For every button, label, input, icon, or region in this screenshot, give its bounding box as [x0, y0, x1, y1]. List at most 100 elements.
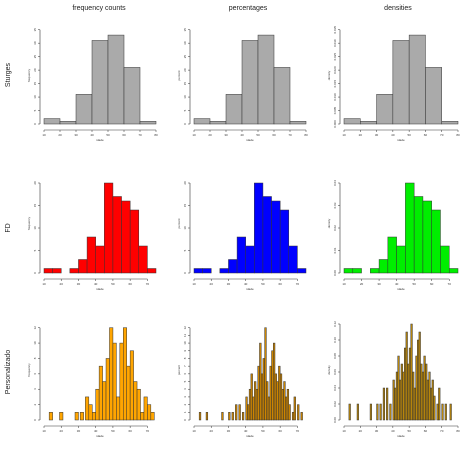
bar-fd-density-9: [422, 200, 432, 274]
bar-fd-percent-8: [262, 196, 272, 274]
x-axis-label-fd-percent: idade: [246, 287, 254, 291]
bar-personalizado-percent-9: [247, 404, 250, 421]
y-tick-label-sturges-percent-1: 5: [183, 109, 187, 111]
bar-fd-density-8: [413, 196, 424, 274]
bar-personalizado-percent-11: [250, 373, 253, 421]
x-tick-label-sturges-frequency-0: 10: [42, 133, 46, 137]
y-tick-label-sturges-density-0: 0.000: [333, 120, 337, 128]
bar-sturges-percent-3: [241, 40, 259, 125]
x-tick-label-sturges-frequency-2: 30: [74, 133, 78, 137]
bar-personalizado-percent-34: [291, 412, 295, 421]
bar-personalizado-percent-5: [235, 404, 238, 421]
y-tick-label-fd-percent-2: 10: [183, 226, 187, 230]
bar-sturges-frequency-3: [91, 40, 109, 125]
bar-fd-frequency-9: [121, 200, 131, 274]
bar-personalizado-density-4: [379, 403, 382, 421]
bar-fd-percent-0: [193, 268, 203, 274]
x-tick-label-personalizado-frequency-1: 20: [60, 429, 64, 433]
x-tick-label-personalizado-frequency-3: 40: [94, 429, 98, 433]
x-tick-label-fd-frequency-0: 10: [42, 282, 46, 286]
bar-personalizado-percent-28: [279, 373, 283, 421]
bar-personalizado-percent-37: [300, 412, 303, 421]
bar-fd-density-7: [405, 182, 415, 274]
x-tick-label-sturges-density-4: 50: [407, 133, 411, 137]
bar-fd-density-5: [387, 236, 397, 274]
panel-personalizado-frequency: 0 2 4 6 8 10 12 10 20 30 40 50 60 70 idade frequency: [27, 326, 155, 438]
bar-sturges-frequency-6: [139, 121, 157, 125]
bar-personalizado-percent-18: [262, 358, 265, 421]
bar-personalizado-density-36: [441, 403, 444, 421]
x-tick-label-personalizado-frequency-5: 60: [128, 429, 132, 433]
y-tick-label-fd-percent-1: 5: [183, 249, 187, 251]
bar-fd-frequency-12: [147, 268, 157, 274]
bar-personalizado-percent-33: [288, 404, 291, 421]
y-tick-label-personalizado-percent-8: 8: [183, 357, 187, 359]
y-tick-label-personalizado-percent-3: 3: [183, 396, 187, 398]
bar-personalizado-frequency-20: [140, 412, 145, 421]
x-tick-label-sturges-percent-7: 80: [304, 133, 308, 137]
y-tick-label-sturges-frequency-3: 15: [33, 82, 37, 86]
y-axis-label-personalizado-frequency: frequency: [27, 363, 31, 377]
x-tick-label-sturges-percent-1: 20: [208, 133, 212, 137]
y-tick-label-sturges-percent-7: 35: [183, 28, 187, 32]
bar-sturges-percent-0: [193, 118, 211, 125]
x-tick-label-personalizado-density-2: 30: [375, 429, 379, 433]
bar-personalizado-density-6: [386, 387, 389, 421]
bar-personalizado-frequency-18: [133, 381, 138, 421]
y-tick-label-fd-density-4: 0.04: [333, 180, 337, 186]
x-tick-label-sturges-density-0: 10: [342, 133, 346, 137]
y-tick-label-sturges-density-6: 0.030: [333, 39, 337, 47]
y-tick-label-personalizado-density-1: 0.02: [333, 401, 337, 407]
bar-sturges-density-2: [376, 94, 394, 125]
bar-personalizado-percent-19: [264, 327, 267, 421]
bar-fd-frequency-3: [69, 268, 79, 274]
row-title-sturges: Sturges: [5, 62, 12, 87]
bar-personalizado-frequency-10: [105, 358, 110, 421]
y-tick-label-personalizado-density-6: 0.12: [333, 321, 337, 327]
x-tick-label-personalizado-density-6: 70: [440, 429, 444, 433]
x-tick-label-sturges-frequency-4: 50: [106, 133, 110, 137]
y-tick-label-fd-frequency-2: 10: [33, 226, 37, 230]
bar-personalizado-percent-32: [286, 388, 290, 421]
bar-personalizado-percent-22: [269, 365, 272, 421]
x-tick-label-fd-frequency-4: 50: [111, 282, 115, 286]
x-tick-label-fd-density-5: 60: [430, 282, 434, 286]
bar-fd-percent-3: [219, 268, 229, 274]
x-tick-label-sturges-percent-0: 10: [192, 133, 196, 137]
y-tick-label-sturges-density-1: 0.005: [333, 106, 337, 114]
bar-personalizado-density-2: [369, 403, 372, 421]
y-axis-label-sturges-frequency: frequency: [27, 68, 31, 82]
y-tick-label-personalizado-percent-6: 6: [183, 373, 187, 375]
x-tick-label-sturges-percent-3: 40: [240, 133, 244, 137]
y-axis-label-personalizado-percent: percent: [177, 365, 181, 375]
bar-sturges-density-3: [392, 40, 410, 125]
bar-fd-density-3: [370, 268, 380, 274]
bar-personalizado-percent-27: [278, 365, 281, 421]
y-tick-label-sturges-frequency-7: 35: [33, 28, 37, 32]
y-tick-label-personalizado-percent-10: 10: [183, 341, 187, 345]
y-tick-label-sturges-density-7: 0.035: [333, 26, 337, 34]
y-tick-label-personalizado-frequency-4: 8: [33, 357, 37, 359]
y-tick-label-personalizado-frequency-2: 4: [33, 388, 37, 390]
x-tick-label-fd-density-2: 30: [377, 282, 381, 286]
bar-personalizado-percent-30: [283, 381, 286, 421]
x-tick-label-sturges-frequency-7: 80: [154, 133, 158, 137]
y-tick-label-personalizado-density-2: 0.04: [333, 385, 337, 391]
y-tick-label-personalizado-density-5: 0.10: [333, 337, 337, 343]
bar-sturges-frequency-2: [75, 94, 93, 125]
bar-personalizado-frequency-1: [59, 412, 64, 421]
x-tick-label-sturges-density-7: 80: [456, 133, 460, 137]
y-tick-label-personalizado-density-4: 0.08: [333, 353, 337, 359]
bar-sturges-density-4: [408, 34, 426, 125]
y-tick-label-personalizado-frequency-0: 0: [33, 419, 37, 421]
bar-personalizado-percent-13: [254, 381, 257, 421]
panel-sturges-density: 0.000 0.005 0.010 0.015 0.020 0.025 0.030 0.035…: [327, 26, 460, 142]
y-tick-label-sturges-percent-0: 0: [183, 123, 187, 125]
bar-fd-percent-12: [297, 268, 307, 274]
bar-personalizado-percent-31: [285, 396, 288, 421]
bar-personalizado-density-3: [376, 403, 379, 421]
bar-fd-frequency-0: [43, 268, 53, 274]
x-tick-label-personalizado-density-3: 40: [391, 429, 395, 433]
